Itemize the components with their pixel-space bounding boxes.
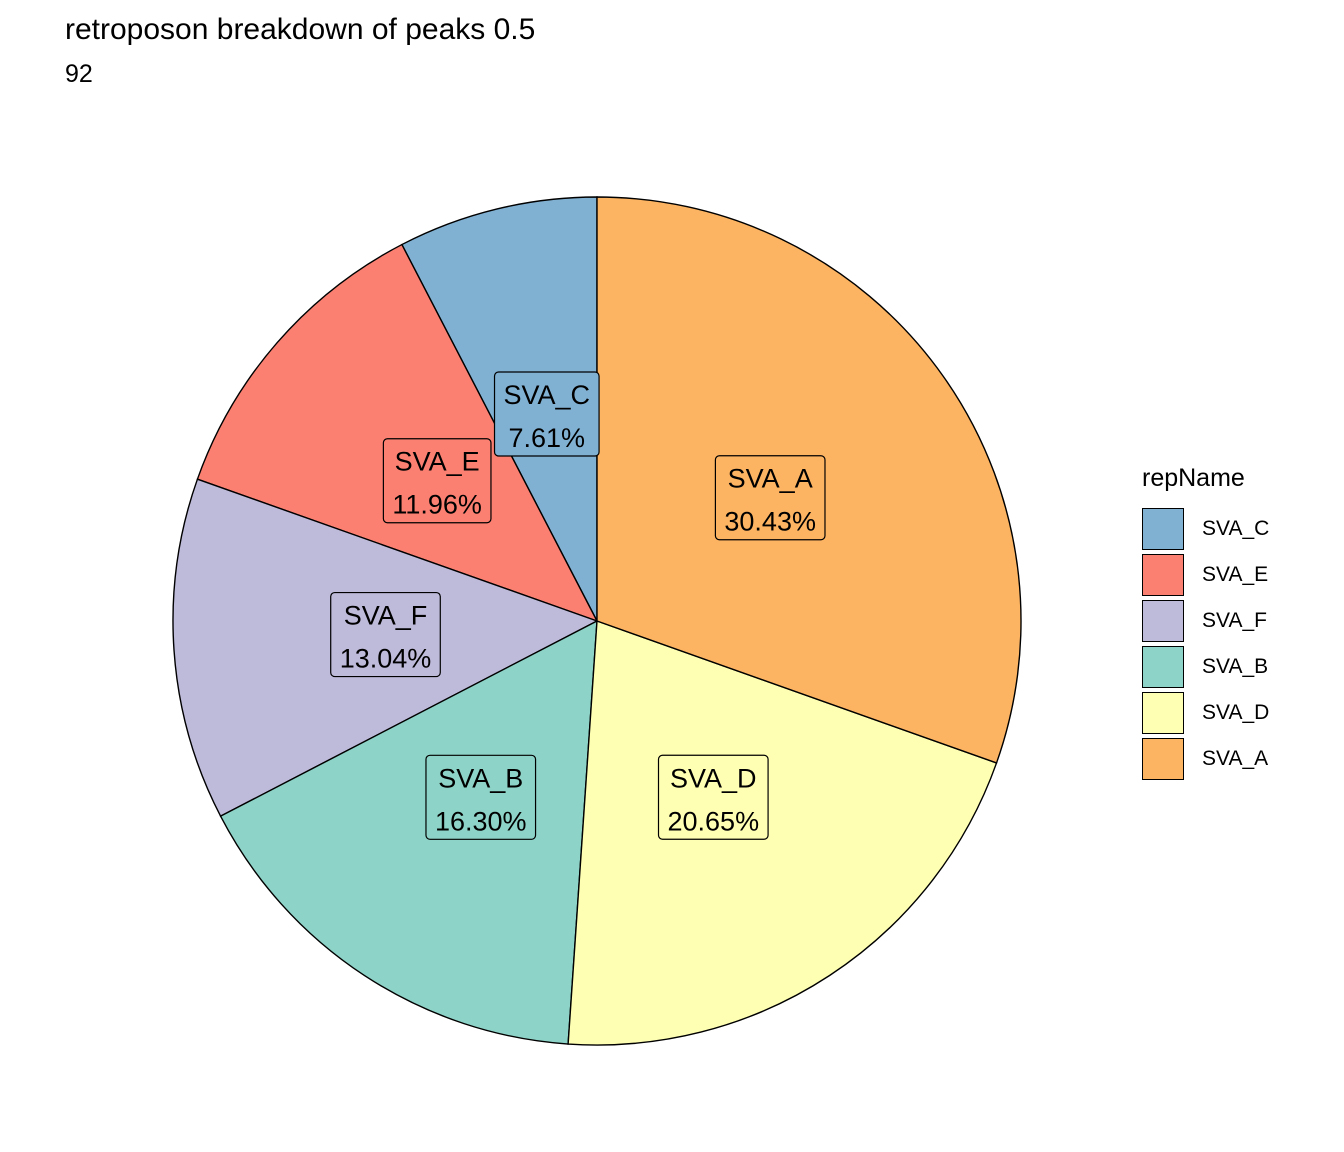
chart-subtitle: 92	[65, 60, 93, 88]
slice-label-percent: 13.04%	[340, 644, 432, 674]
pie-labels: SVA_C 7.61% SVA_E 11.96% SVA_F 13.04% SVA_B 16.…	[330, 371, 826, 840]
legend-title: repName	[1142, 464, 1245, 492]
slice-label-name: SVA_E	[395, 447, 480, 477]
slice-label-percent: 16.30%	[435, 806, 527, 836]
pie-slice-sva-d	[567, 620, 998, 1046]
pie-slice-sva-b	[219, 619, 598, 1045]
slice-label-name: SVA_C	[504, 380, 591, 410]
legend-key	[1142, 508, 1184, 550]
legend-label: SVA_B	[1202, 655, 1269, 678]
slice-label-percent: 20.65%	[668, 806, 760, 836]
slice-label-sva-a: SVA_A 30.43%	[714, 455, 826, 541]
legend-key	[1142, 692, 1184, 734]
legend-item-sva-a: SVA_A	[1142, 736, 1269, 782]
slice-label-sva-d: SVA_D 20.65%	[657, 754, 769, 840]
chart-title: retroposon breakdown of peaks 0.5	[65, 13, 536, 46]
legend-key	[1142, 600, 1184, 642]
legend-item-sva-c: SVA_C	[1142, 506, 1269, 552]
legend-item-sva-b: SVA_B	[1142, 644, 1269, 690]
slice-label-box	[382, 438, 492, 524]
slice-label-sva-c: SVA_C 7.61%	[493, 371, 600, 457]
slice-label-box	[425, 754, 537, 840]
legend-label: SVA_D	[1202, 701, 1270, 724]
slice-label-sva-e: SVA_E 11.96%	[382, 438, 492, 524]
slice-label-name: SVA_B	[438, 763, 523, 793]
legend-label: SVA_E	[1202, 563, 1269, 586]
slice-label-name: SVA_D	[670, 763, 757, 793]
legend-items: SVA_C SVA_E SVA_F SVA_B SVA_D SVA_A	[1142, 506, 1269, 782]
legend-label: SVA_A	[1202, 747, 1269, 770]
slice-label-sva-b: SVA_B 16.30%	[425, 754, 537, 840]
slice-label-sva-f: SVA_F 13.04%	[330, 591, 441, 678]
slice-label-name: SVA_A	[728, 464, 813, 494]
slice-label-box	[657, 754, 769, 840]
slice-label-name: SVA_F	[344, 601, 428, 631]
legend-item-sva-f: SVA_F	[1142, 598, 1269, 644]
legend-item-sva-d: SVA_D	[1142, 690, 1269, 736]
slice-label-box	[493, 371, 600, 457]
pie-slice-sva-e	[196, 243, 599, 623]
slice-label-percent: 7.61%	[509, 423, 586, 453]
legend-item-sva-e: SVA_E	[1142, 552, 1269, 598]
slice-label-box	[714, 455, 826, 541]
legend-key	[1142, 554, 1184, 596]
slice-label-box	[330, 591, 441, 678]
pie-slices	[172, 196, 1022, 1046]
legend-label: SVA_F	[1202, 609, 1267, 632]
legend-key	[1142, 738, 1184, 780]
slice-label-percent: 11.96%	[392, 490, 482, 520]
legend: repName SVA_C SVA_E SVA_F SVA_B SVA_D SVA_A	[1142, 462, 1269, 782]
legend-key	[1142, 646, 1184, 688]
legend-label: SVA_C	[1202, 517, 1270, 540]
slice-label-percent: 30.43%	[724, 507, 816, 537]
